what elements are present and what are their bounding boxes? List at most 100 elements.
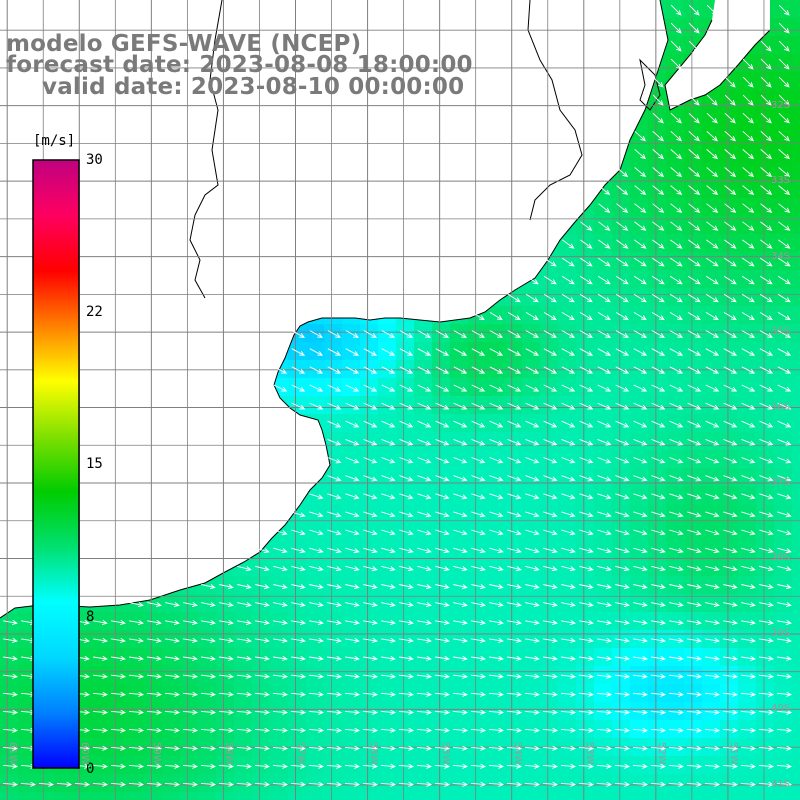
field-cell xyxy=(324,576,343,595)
field-cell xyxy=(612,486,631,505)
field-cell xyxy=(450,630,469,649)
field-cell xyxy=(756,594,775,613)
field-cell xyxy=(720,666,739,685)
wind-arrow xyxy=(345,655,360,661)
wind-arrow xyxy=(345,565,360,572)
field-cell xyxy=(792,522,800,541)
wind-arrow xyxy=(543,565,558,572)
field-cell xyxy=(558,702,577,721)
wind-arrow xyxy=(740,709,757,715)
wind-arrow xyxy=(578,673,595,679)
wind-arrow xyxy=(2,763,19,769)
wind-arrow xyxy=(704,673,721,679)
field-cell xyxy=(144,612,163,631)
field-cell xyxy=(468,558,487,577)
field-cell xyxy=(720,702,739,721)
wind-arrow xyxy=(453,420,468,428)
field-cell xyxy=(594,774,613,793)
wind-arrow xyxy=(2,709,19,715)
wind-arrow xyxy=(453,475,468,482)
field-cell xyxy=(738,558,757,577)
wind-arrow xyxy=(705,366,720,374)
wind-arrow xyxy=(633,330,648,338)
title-forecast-date: forecast date: 2023-08-08 18:00:00 xyxy=(6,52,473,78)
wind-arrow xyxy=(507,366,522,374)
field-cell xyxy=(342,756,361,775)
field-cell xyxy=(630,522,649,541)
wind-arrow xyxy=(670,149,683,160)
wind-arrow xyxy=(345,619,360,626)
field-cell xyxy=(594,684,613,703)
field-cell xyxy=(90,774,109,793)
wind-arrow xyxy=(633,565,648,572)
wind-arrow xyxy=(724,130,736,142)
wind-arrow xyxy=(291,547,306,554)
field-cell xyxy=(414,594,433,613)
wind-arrow xyxy=(741,330,756,338)
wind-arrow xyxy=(561,457,576,464)
wind-arrow xyxy=(182,691,199,697)
field-cell xyxy=(666,702,685,721)
wind-arrow xyxy=(489,547,504,554)
wind-arrow xyxy=(669,493,684,500)
wind-arrow xyxy=(237,637,252,643)
wind-arrow xyxy=(290,673,307,679)
wind-arrow xyxy=(399,438,414,446)
wind-arrow xyxy=(291,655,306,661)
wind-arrow xyxy=(146,709,163,715)
field-cell xyxy=(738,504,757,523)
field-cell xyxy=(594,792,613,800)
field-cell xyxy=(162,792,181,800)
field-cell xyxy=(324,792,343,800)
field-cell xyxy=(666,540,685,559)
wind-arrow xyxy=(777,565,792,572)
wind-arrow xyxy=(670,167,683,178)
wind-arrow xyxy=(489,602,504,608)
field-cell xyxy=(324,522,343,541)
wind-arrow xyxy=(93,619,108,626)
wind-arrow xyxy=(687,438,702,446)
wind-arrow xyxy=(651,312,665,321)
field-cell xyxy=(738,612,757,631)
wind-arrow xyxy=(201,602,216,608)
wind-arrow xyxy=(416,745,433,751)
wind-arrow xyxy=(525,275,539,285)
wind-arrow xyxy=(742,58,754,70)
wind-arrow xyxy=(687,547,702,554)
wind-arrow xyxy=(686,727,703,733)
field-cell xyxy=(396,612,415,631)
wind-arrow xyxy=(92,727,109,733)
wind-arrow xyxy=(363,420,378,428)
wind-arrow xyxy=(652,239,665,249)
wind-arrow xyxy=(128,691,145,697)
wind-arrow xyxy=(778,58,790,70)
wind-arrow xyxy=(705,257,719,267)
wind-arrow xyxy=(327,366,342,374)
wind-arrow xyxy=(506,673,523,679)
field-cell xyxy=(594,540,613,559)
wind-arrow xyxy=(363,547,378,554)
field-cell xyxy=(648,558,667,577)
wind-arrow xyxy=(543,348,558,356)
wind-arrow xyxy=(200,691,217,697)
field-cell xyxy=(414,522,433,541)
coastlines xyxy=(0,0,771,619)
wind-arrow xyxy=(363,384,378,392)
wind-arrow xyxy=(687,257,701,267)
field-cell xyxy=(630,756,649,775)
wind-arrow xyxy=(362,763,379,769)
wind-arrow xyxy=(651,602,666,608)
wind-arrow xyxy=(435,457,450,464)
wind-arrow xyxy=(471,330,486,338)
wind-arrow xyxy=(651,475,666,482)
wind-arrow xyxy=(686,763,703,769)
wind-arrow xyxy=(201,619,216,626)
field-cell xyxy=(306,522,325,541)
field-cell xyxy=(36,792,55,800)
wind-arrow xyxy=(309,511,324,518)
field-cell xyxy=(360,648,379,667)
wind-arrow xyxy=(416,781,433,787)
wind-arrow xyxy=(344,709,361,715)
field-cell xyxy=(504,630,523,649)
wind-arrow xyxy=(165,602,180,608)
